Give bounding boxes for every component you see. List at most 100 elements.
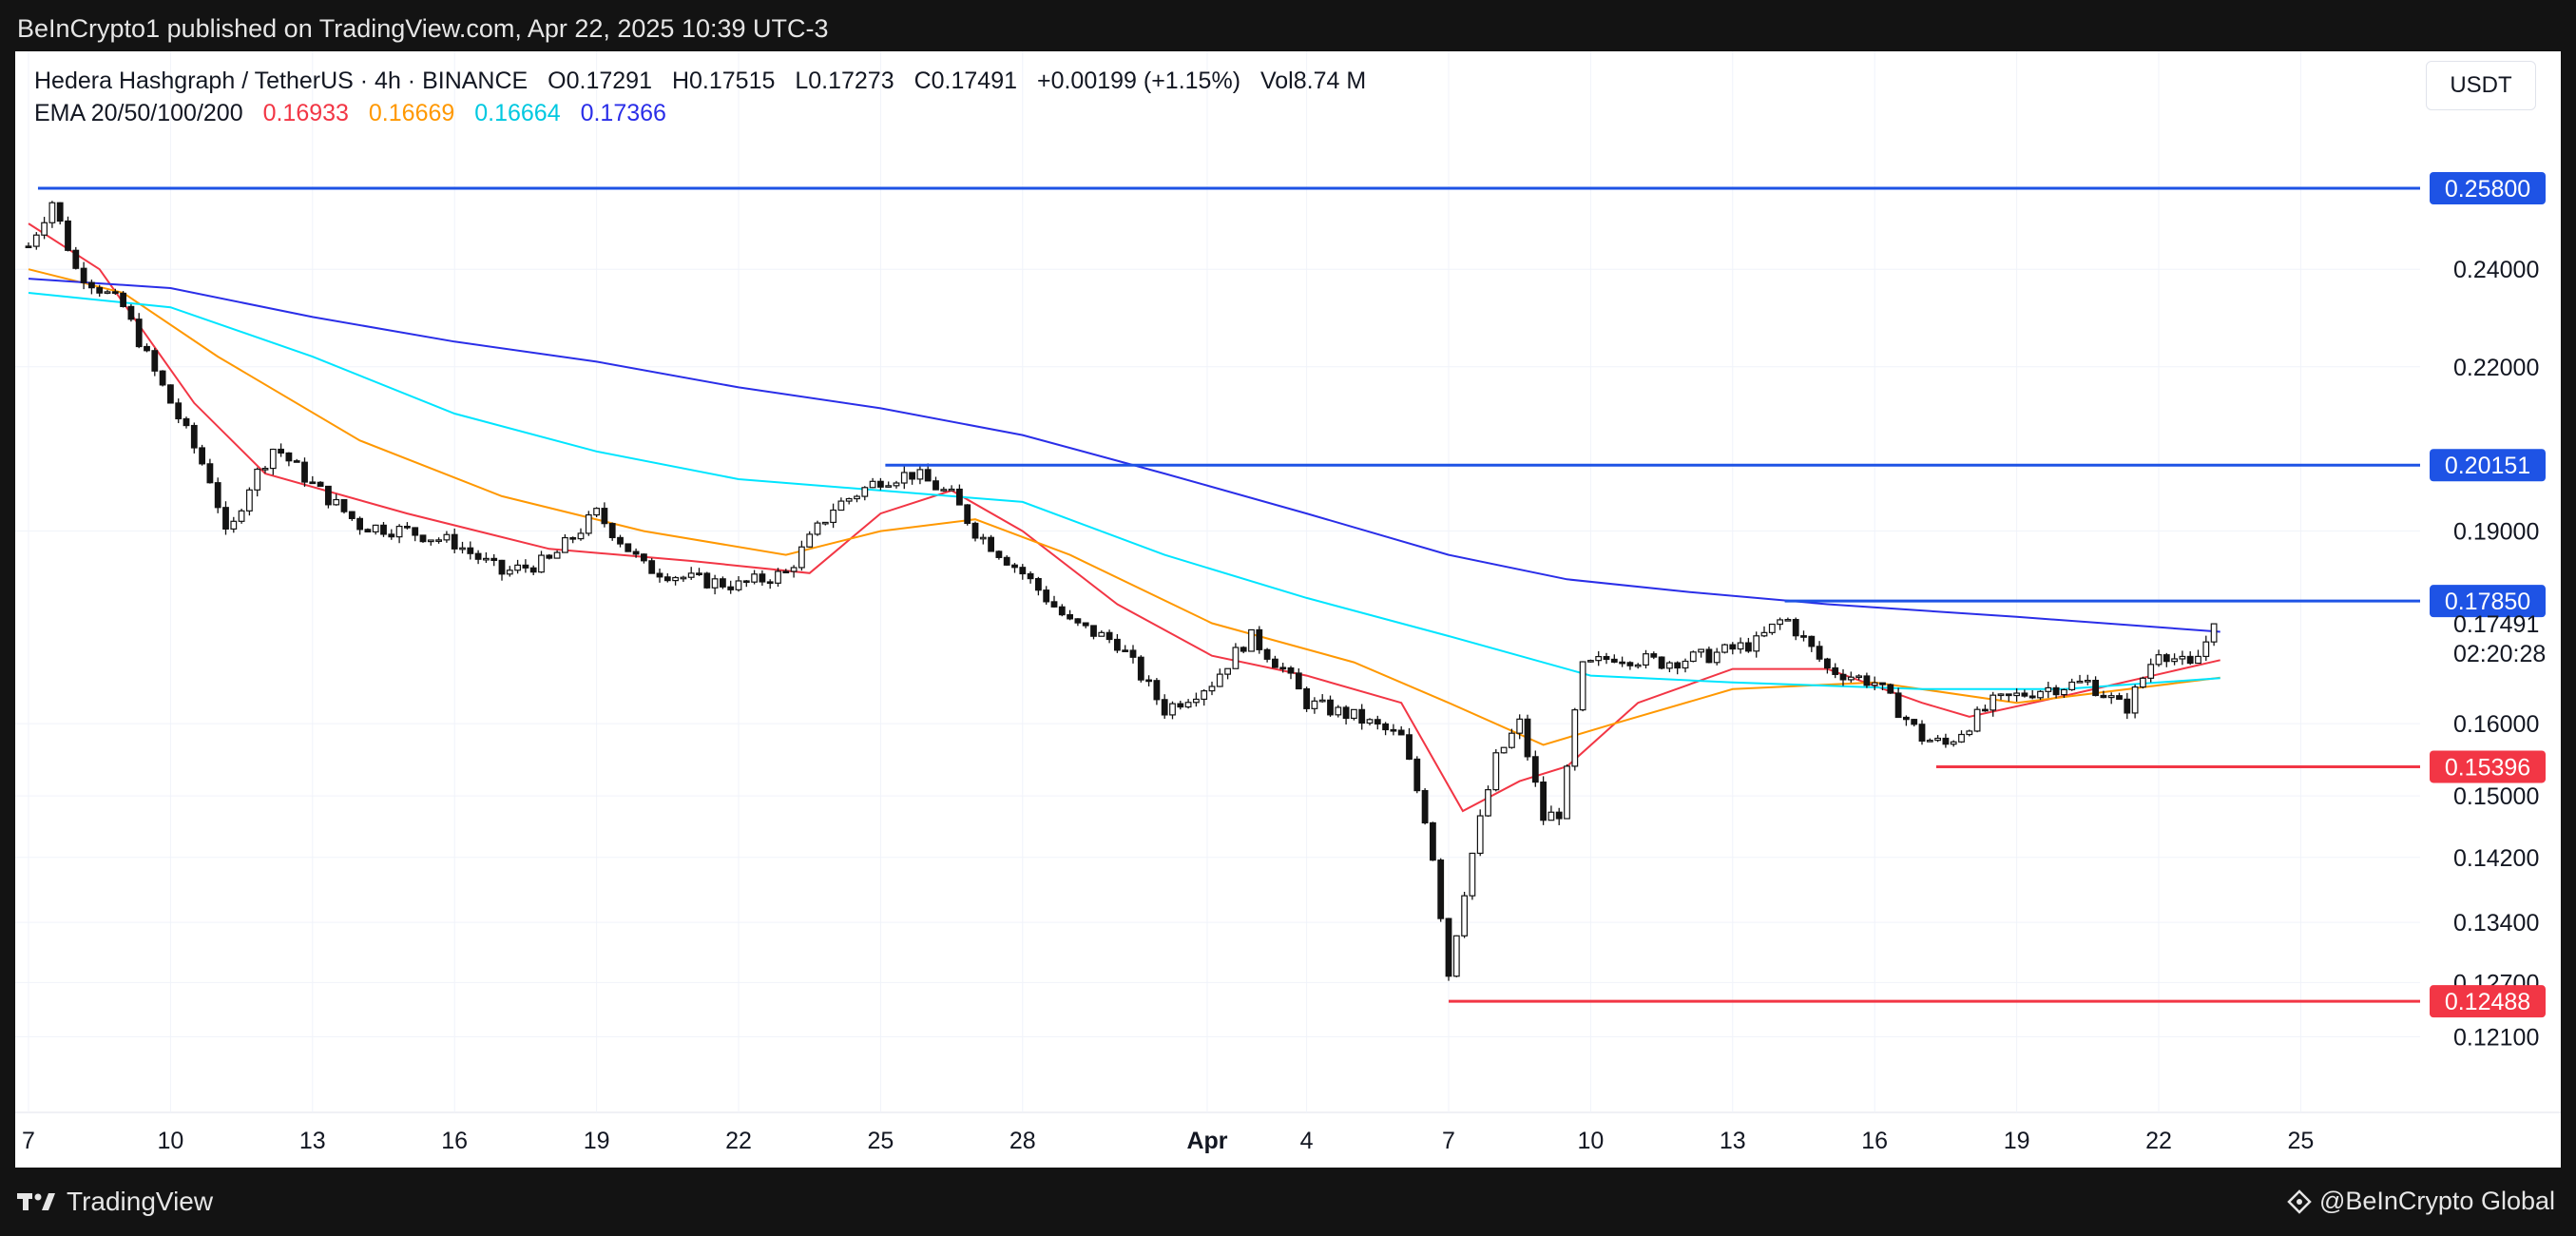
candle-down — [159, 370, 166, 386]
candle-down — [1429, 821, 1436, 861]
candle-down — [1003, 556, 1010, 566]
candle-up — [1997, 693, 2005, 697]
candle-down — [1839, 673, 1847, 681]
ema-line-ema200 — [28, 278, 2220, 633]
candle-down — [1729, 644, 1737, 650]
candle-up — [900, 472, 908, 484]
price-chart[interactable]: 0.121000.127000.134000.142000.150000.160… — [15, 51, 2561, 1168]
candle-up — [1335, 706, 1342, 716]
candle-up — [680, 576, 687, 580]
candle-down — [285, 452, 293, 462]
candle-down — [1942, 737, 1950, 745]
candle-down — [1295, 672, 1302, 690]
candle-down — [1879, 682, 1886, 686]
candle-up — [948, 488, 955, 492]
support-level-tag — [2430, 750, 2546, 783]
candle-up — [672, 576, 679, 582]
candle-up — [443, 533, 451, 541]
ema200-value: 0.17366 — [580, 100, 666, 126]
candle-up — [1461, 895, 1469, 937]
candle-down — [490, 557, 498, 561]
candle-down — [1792, 618, 1799, 637]
candle-down — [1524, 718, 1531, 758]
x-tick-label: Apr — [1186, 1128, 1227, 1154]
candle-down — [1650, 653, 1658, 658]
candle-up — [261, 468, 269, 471]
candle-up — [333, 498, 340, 506]
candle-up — [2076, 680, 2084, 684]
candle-down — [964, 504, 971, 525]
candle-down — [1374, 719, 1381, 725]
candle-down — [1918, 724, 1926, 743]
candle-up — [1232, 647, 1240, 669]
candle-down — [1674, 662, 1682, 669]
candle-down — [727, 586, 735, 590]
candle-up — [1737, 642, 1744, 650]
candle-down — [1413, 758, 1421, 792]
candle-down — [1421, 789, 1429, 824]
support-level-tag — [2430, 985, 2546, 1018]
candle-up — [1169, 703, 1176, 716]
candle-up — [1571, 709, 1579, 767]
candle-up — [1871, 682, 1878, 686]
volume-value: Vol8.74 M — [1259, 68, 1367, 94]
candle-down — [206, 463, 214, 484]
candle-up — [230, 520, 238, 530]
candle-up — [41, 222, 48, 236]
candle-down — [1610, 658, 1618, 663]
chart-legend: Hedera Hashgraph / TetherUS · 4h · BINAN… — [34, 65, 1366, 129]
ema-line-ema20 — [28, 222, 2220, 813]
candle-down — [2005, 693, 2012, 697]
resistance-level-label: 0.25800 — [2445, 176, 2530, 203]
candle-up — [1721, 644, 1728, 653]
candle-down — [1894, 692, 1902, 719]
candle-up — [775, 570, 781, 584]
candle-up — [32, 234, 40, 247]
x-tick-label: 22 — [725, 1128, 752, 1154]
candle-down — [1406, 734, 1413, 761]
candle-down — [1303, 687, 1311, 709]
candle-down — [971, 522, 979, 539]
candle-up — [483, 557, 490, 561]
candle-up — [1753, 635, 1760, 652]
candle-up — [1634, 664, 1642, 667]
candle-down — [199, 447, 206, 465]
ema100-value: 0.16664 — [474, 100, 561, 126]
chart-area[interactable]: 0.12100 0.12700 0.13400 0.14200 0.15000 0.160… — [15, 51, 2561, 1168]
candle-up — [1366, 719, 1374, 724]
tradingview-brand[interactable]: TradingView — [17, 1187, 213, 1217]
candle-up — [553, 551, 561, 559]
close-value: C0.17491 — [913, 68, 1018, 94]
candle-up — [577, 532, 585, 540]
candle-down — [451, 533, 458, 550]
candle-down — [1705, 648, 1713, 664]
candle-down — [1137, 656, 1144, 681]
candle-down — [932, 480, 939, 491]
candle-down — [1279, 666, 1287, 670]
ema-line-ema100 — [28, 292, 2220, 690]
y-tick-label: 0.12100 — [2453, 1024, 2539, 1051]
candle-up — [459, 547, 466, 550]
candle-down — [1982, 708, 1989, 712]
candle-up — [269, 448, 277, 470]
resistance-level-label: 0.20151 — [2445, 453, 2530, 479]
candle-down — [1911, 719, 1918, 725]
candle-down — [640, 553, 647, 562]
candle-up — [1643, 653, 1649, 666]
candle-up — [814, 522, 821, 535]
candle-up — [916, 469, 924, 480]
candle-up — [104, 291, 111, 294]
publisher-text: BeInCrypto1 published on TradingView.com… — [17, 14, 829, 43]
candle-up — [2084, 679, 2091, 683]
candle-up — [1548, 811, 1555, 821]
candle-up — [1508, 732, 1515, 748]
x-tick-label: 13 — [1720, 1128, 1746, 1154]
candle-down — [1090, 625, 1097, 637]
bar-countdown-label: 02:20:28 — [2453, 641, 2546, 667]
candle-down — [1019, 567, 1027, 575]
currency-selector[interactable]: USDT — [2426, 61, 2536, 110]
candle-down — [474, 552, 482, 560]
candle-down — [356, 517, 363, 531]
candle-down — [1887, 684, 1894, 694]
x-tick-label: 16 — [1861, 1128, 1888, 1154]
